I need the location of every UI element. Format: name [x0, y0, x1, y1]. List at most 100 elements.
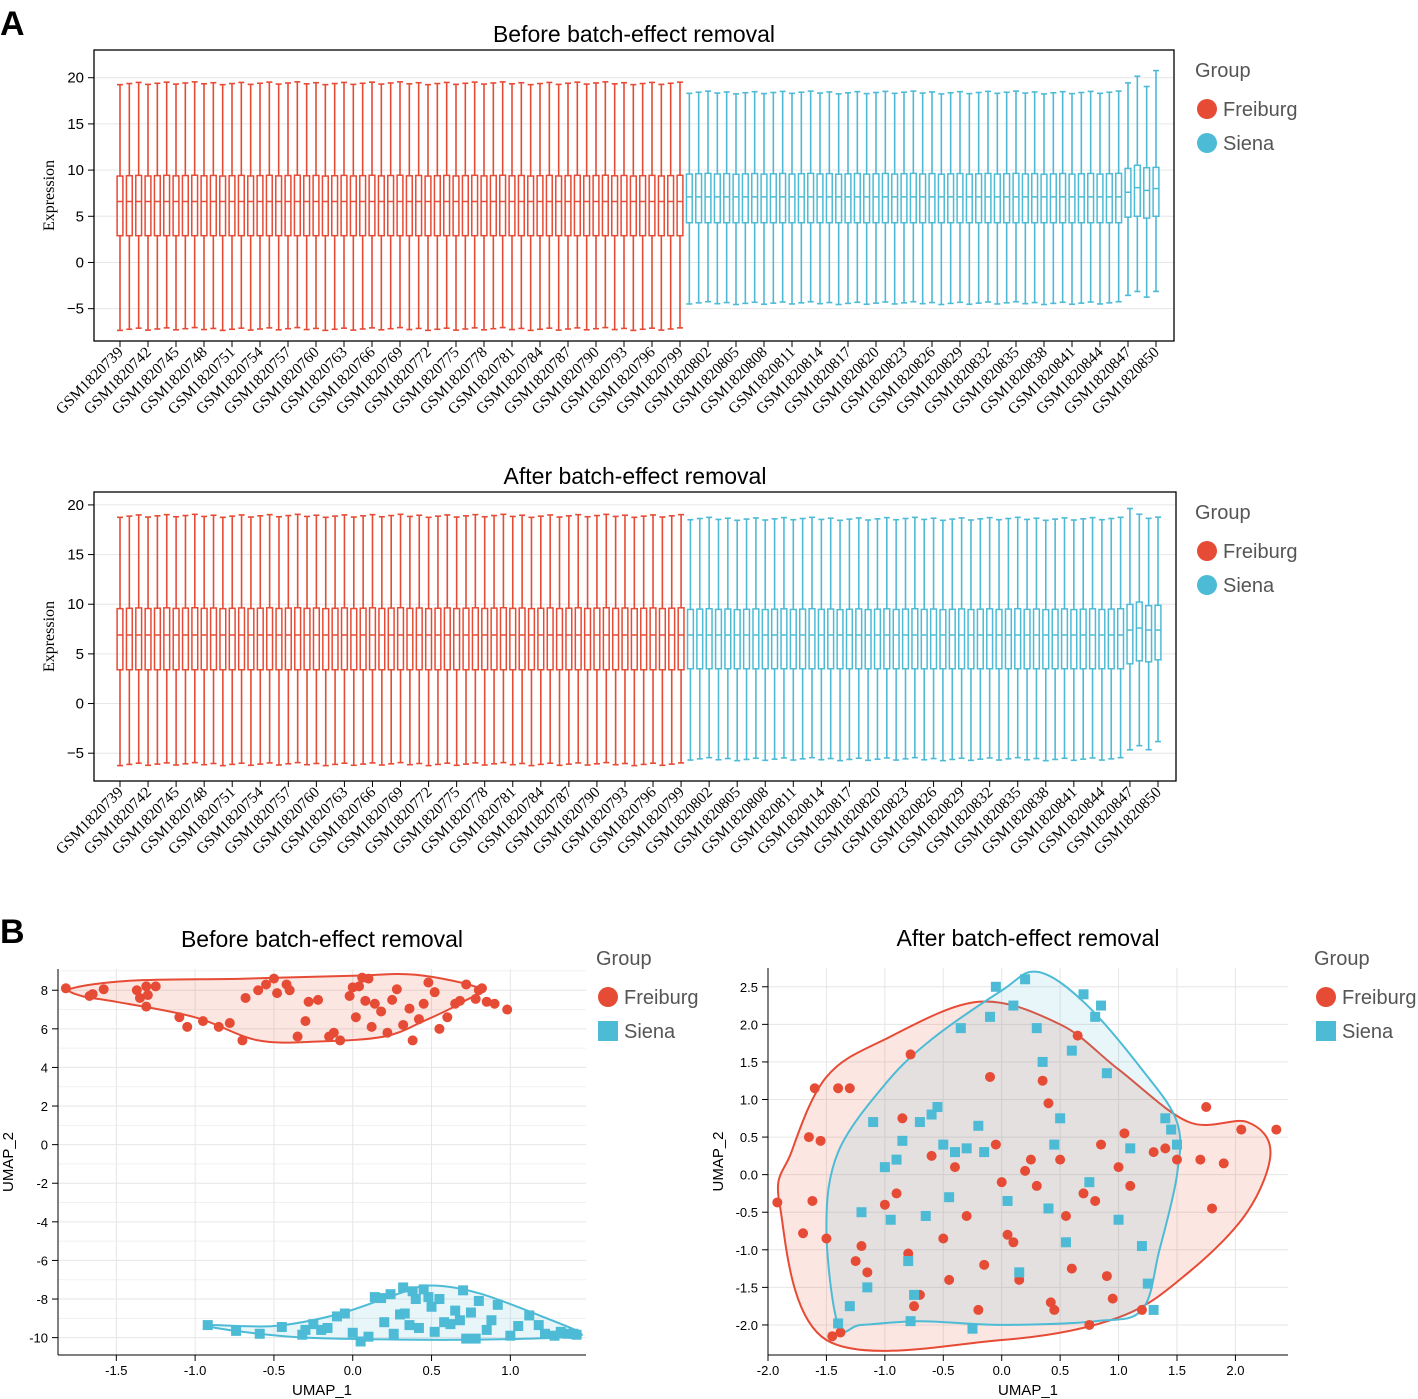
point-freiburg	[284, 985, 295, 996]
box-1820810	[780, 516, 788, 759]
y-tick-label: 0	[76, 254, 84, 271]
box-iqr	[219, 607, 227, 671]
point-siena	[1049, 1139, 1060, 1150]
point-freiburg	[1171, 1154, 1182, 1165]
x-axis-label: UMAP_1	[292, 1382, 352, 1399]
box-1820778	[480, 83, 488, 331]
point-siena	[914, 1117, 925, 1128]
point-freiburg	[1055, 1154, 1066, 1165]
box-1820762	[331, 515, 339, 766]
point-siena	[434, 1294, 445, 1305]
box-1820780	[499, 81, 507, 329]
y-tick-label: 10	[67, 162, 84, 179]
box-iqr	[967, 608, 975, 670]
legend-label-siena: Siena	[624, 1021, 676, 1043]
box-iqr	[900, 172, 908, 224]
point-freiburg	[434, 1023, 445, 1034]
box-iqr	[517, 174, 525, 237]
point-siena	[1020, 974, 1031, 985]
box-1820815	[825, 91, 833, 304]
box-1820763	[340, 81, 348, 329]
box-iqr	[378, 607, 386, 671]
box-iqr	[181, 607, 190, 671]
point-siena	[1031, 1023, 1042, 1034]
box-1820747	[191, 513, 199, 764]
box-1820816	[835, 93, 843, 306]
box-iqr	[668, 607, 676, 671]
point-siena	[973, 1120, 984, 1131]
point-freiburg	[404, 1003, 415, 1014]
point-siena	[1101, 1068, 1112, 1079]
box-iqr	[1087, 172, 1095, 224]
box-1820849	[1144, 517, 1153, 751]
point-freiburg	[772, 1197, 783, 1208]
box-iqr	[752, 608, 760, 670]
box-1820817	[845, 518, 854, 761]
box-1820768	[387, 514, 395, 765]
point-siena	[322, 1322, 333, 1333]
point-freiburg	[60, 983, 71, 994]
box-iqr	[704, 172, 712, 224]
point-freiburg	[461, 979, 472, 990]
box-1820850	[1152, 69, 1160, 293]
box-iqr	[825, 172, 833, 224]
box-iqr	[405, 175, 413, 237]
box-1820765	[359, 82, 367, 330]
box-1820808	[761, 519, 769, 762]
box-1820783	[527, 83, 535, 332]
point-siena	[571, 1329, 582, 1340]
box-1820806	[742, 518, 751, 761]
point-freiburg	[363, 973, 374, 984]
point-siena	[856, 1207, 867, 1218]
y-tick-label: 2.0	[740, 1017, 758, 1032]
box-iqr	[1077, 173, 1085, 224]
box-1820748	[200, 515, 208, 766]
box-iqr	[349, 175, 357, 237]
box-1820754	[256, 82, 264, 330]
box-1820809	[769, 91, 777, 304]
box-1820777	[471, 513, 480, 764]
box-iqr	[947, 173, 955, 224]
box-iqr	[1116, 607, 1125, 670]
box-iqr	[312, 174, 320, 237]
box-iqr	[125, 174, 133, 237]
box-iqr	[424, 175, 432, 237]
box-iqr	[284, 174, 292, 237]
point-siena	[879, 1162, 890, 1173]
point-freiburg	[141, 981, 152, 992]
box-1820741	[135, 514, 143, 765]
box-1820772	[424, 516, 433, 767]
box-1820749	[209, 514, 218, 765]
point-freiburg	[926, 1150, 937, 1161]
point-siena	[385, 1289, 396, 1300]
box-1820789	[583, 515, 592, 766]
box-iqr	[911, 607, 919, 670]
box-1820793	[620, 81, 628, 330]
box-1820752	[237, 514, 246, 765]
box-iqr	[965, 173, 973, 224]
box-1820806	[741, 91, 749, 305]
point-siena	[533, 1320, 544, 1331]
box-iqr	[237, 607, 246, 671]
point-freiburg	[350, 1012, 361, 1023]
point-freiburg	[407, 1035, 418, 1046]
point-siena	[300, 1324, 311, 1335]
box-iqr	[863, 173, 871, 224]
box-iqr	[462, 607, 470, 671]
box-1820763	[340, 514, 349, 765]
chart-title: Before batch-effect removal	[181, 926, 463, 952]
box-iqr	[424, 607, 433, 671]
box-iqr	[1152, 166, 1160, 218]
point-freiburg	[1008, 1237, 1019, 1248]
point-freiburg	[1271, 1124, 1282, 1135]
y-tick-label: -1.5	[736, 1280, 758, 1295]
legend-title: Group	[1195, 502, 1251, 524]
point-siena	[524, 1310, 535, 1321]
chart-title: Before batch-effect removal	[493, 21, 775, 47]
box-1820819	[864, 519, 872, 762]
legend-marker-siena	[598, 1021, 618, 1041]
point-freiburg	[891, 1188, 902, 1199]
box-1820802	[705, 516, 713, 759]
box-iqr	[789, 608, 797, 670]
box-iqr	[1004, 608, 1013, 670]
